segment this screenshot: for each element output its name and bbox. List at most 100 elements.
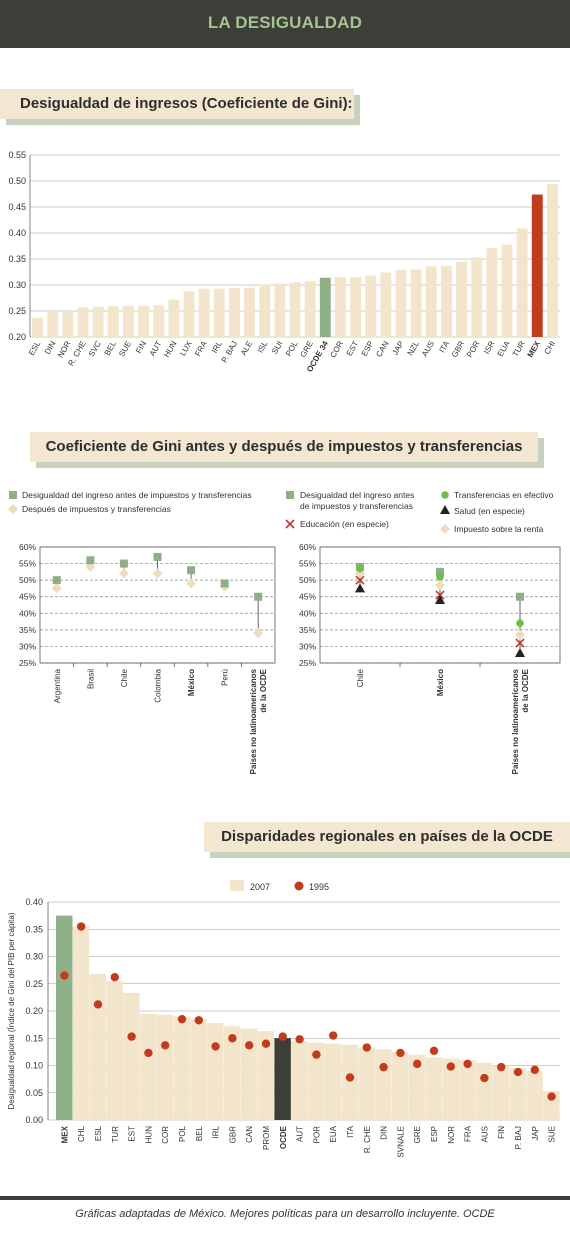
regional-bar-r-che xyxy=(358,1047,375,1120)
footer-suffix: . OCDE xyxy=(456,1208,495,1220)
gini-bar-can xyxy=(380,272,392,337)
legend-education-label: Educación (en especie) xyxy=(300,519,389,529)
footer-prefix: Gráficas adaptadas de xyxy=(75,1208,190,1220)
footer-source: Gráficas adaptadas de México. Mejores po… xyxy=(0,1208,570,1220)
regional-bar-gbr xyxy=(224,1026,241,1120)
gini-left-before-point-argentina xyxy=(52,576,61,585)
legend-right-before-label-line1: Desigualdad del ingreso antes xyxy=(300,490,414,500)
taxes-chart-title: Coeficiente de Gini antes y después de i… xyxy=(30,432,538,462)
regional-x-label-esl: ESL xyxy=(94,1125,103,1141)
regional-dot-por xyxy=(312,1050,321,1059)
gini-y-tick-6: 0.50 xyxy=(8,176,26,186)
regional-dot-svnale xyxy=(396,1048,405,1058)
gini-bar-por xyxy=(471,257,483,337)
gini-left-y-tick-6: 55% xyxy=(19,559,36,569)
gini-left-y-tick-5: 50% xyxy=(19,575,36,585)
regional-bar-can xyxy=(240,1028,258,1120)
regional-x-label-nor: NOR xyxy=(447,1126,456,1144)
gini-left-x-label-argentina: Argentina xyxy=(53,668,62,703)
regional-bar-ita xyxy=(341,1044,359,1120)
regional-dot-esl xyxy=(93,1000,103,1009)
regional-x-label-din: DIN xyxy=(380,1126,389,1140)
regional-x-label-hun: HUN xyxy=(144,1126,153,1144)
regional-disparities-chart: 2007 1995 0.00 0.05 0.10 0.15 0.20 0.25 0.30 0.35… xyxy=(7,880,560,1158)
regional-dot-est xyxy=(127,1032,136,1041)
gini-bar-aut xyxy=(153,305,165,337)
regional-bar-irl xyxy=(207,1022,224,1120)
regional-x-label-bel: BEL xyxy=(195,1125,204,1141)
gini-bar-hun xyxy=(168,299,180,337)
gini-right-health-point-chile xyxy=(355,583,365,593)
regional-dot-fin xyxy=(497,1062,506,1072)
regional-x-label-aut: AUT xyxy=(296,1126,305,1142)
regional-dot-r-che xyxy=(362,1043,371,1052)
gini-right-tax-point-m-xico xyxy=(435,580,445,591)
gini-right-y-tick-3: 40% xyxy=(299,608,316,618)
regional-bar-prom xyxy=(257,1031,275,1120)
regional-dot-pol xyxy=(177,1014,187,1024)
gini-bar-nzl xyxy=(410,269,422,337)
gini-right-transfers-point-chile xyxy=(356,564,364,573)
regional-bar-eua xyxy=(324,1043,342,1120)
regional-x-label-aus: AUS xyxy=(480,1126,489,1142)
gini-y-tick-0: 0.20 xyxy=(8,332,26,342)
gini-y-tick-4: 0.40 xyxy=(8,228,26,238)
legend-2007-marker xyxy=(230,880,244,891)
gini-bar-sui xyxy=(274,283,286,337)
gini-bar-isr xyxy=(486,248,498,337)
gini-left-x-label-chile: Chile xyxy=(120,668,129,687)
regional-chart-title: Disparidades regionales en países de la … xyxy=(204,822,570,852)
regional-x-label-fra: FRA xyxy=(464,1125,473,1142)
gini-left-after-point-chile xyxy=(118,568,129,579)
regional-y-tick-4: 0.20 xyxy=(25,1006,43,1016)
gini-left-x-label-per: Perú xyxy=(221,669,230,686)
legend-tax-marker xyxy=(440,524,450,534)
gini-right-health-point-pa-ses-no-latinoamericanos-de-la-ocde xyxy=(515,648,525,658)
gini-x-label-lux: LUX xyxy=(178,339,194,358)
gini-left-after-point-pa-ses-no-latinoamericanos-de-la-ocde xyxy=(253,628,264,639)
gini-right-y-tick-2: 35% xyxy=(299,625,316,635)
gini-bar-gbr xyxy=(456,261,468,337)
regional-y-tick-0: 0.00 xyxy=(25,1115,43,1125)
regional-x-label-esp: ESP xyxy=(430,1126,439,1142)
regional-x-label-est: EST xyxy=(128,1126,137,1142)
gini-left-after-point-brasil xyxy=(85,561,96,572)
regional-dot-esp xyxy=(429,1046,439,1055)
gini-right-y-tick-1: 30% xyxy=(299,641,316,651)
gini-right-x-label-pa-ses-no-latinoamericanos-de-la-ocde-line1: Países no latinoamericanos xyxy=(511,668,520,774)
legend-right-before-marker xyxy=(286,491,294,499)
regional-bar-svnale xyxy=(392,1051,409,1120)
gini-bar-bel xyxy=(107,306,119,337)
gini-bar-r-che xyxy=(77,307,89,337)
gini-x-label-bel: BEL xyxy=(103,339,119,357)
regional-x-label-gre: GRE xyxy=(413,1126,422,1143)
regional-bar-din xyxy=(375,1049,392,1120)
gini-left-before-point-colombia xyxy=(153,552,162,561)
regional-y-tick-5: 0.25 xyxy=(25,979,43,989)
regional-dot-fra xyxy=(463,1059,472,1069)
gini-x-label-jap: JAP xyxy=(391,340,406,357)
gini-left-y-tick-7: 60% xyxy=(19,542,36,552)
gini-left-after-point-argentina xyxy=(51,583,62,594)
regional-dot-gbr xyxy=(228,1034,237,1043)
gini-x-label-ita: ITA xyxy=(437,339,451,354)
regional-bar-fin xyxy=(492,1065,510,1120)
regional-bar-cor xyxy=(156,1014,174,1120)
gini-x-label-svc: SVC xyxy=(87,339,103,358)
regional-bar-aus xyxy=(476,1062,493,1120)
regional-bar-fra xyxy=(459,1060,476,1120)
gini-left-after-point-m-xico xyxy=(186,578,197,589)
regional-bar-mex xyxy=(56,915,73,1120)
gini-right-transfers-point-m-xico xyxy=(436,573,444,581)
regional-dot-bel xyxy=(194,1016,203,1025)
gini-bar-pol xyxy=(289,282,301,337)
regional-bar-chl xyxy=(72,926,90,1120)
gini-bar-svc xyxy=(92,306,104,337)
regional-x-label-ocde: OCDE xyxy=(279,1125,288,1149)
regional-dot-tur xyxy=(110,973,120,982)
legend-right-before-label-line2: de impuestos y transferencias xyxy=(300,501,413,511)
regional-y-axis-label: Desigualdad regional (Índice de Gini del… xyxy=(7,912,16,1109)
legend-2007-label: 2007 xyxy=(250,882,270,892)
gini-bar-fra xyxy=(198,288,210,337)
